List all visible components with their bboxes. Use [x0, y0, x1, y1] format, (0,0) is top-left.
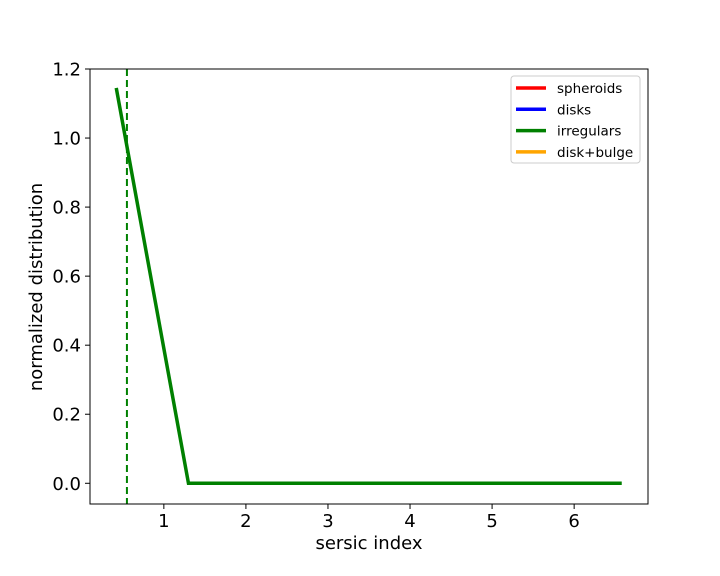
- y-tick-label: 1.0: [52, 129, 81, 150]
- x-axis-ticks: 1 2 3 4 5 6: [158, 504, 580, 532]
- series-lines: [114, 87, 622, 486]
- x-axis-label: sersic index: [315, 533, 422, 554]
- x-tick-label: 1: [158, 511, 169, 532]
- x-tick-label: 2: [240, 511, 251, 532]
- legend: spheroids disks irregulars disk+bulge: [510, 75, 641, 164]
- plot-frame: [89, 68, 649, 505]
- x-tick-label: 6: [568, 511, 579, 532]
- y-axis-ticks: 0.0 0.2 0.4 0.6 0.8 1.0 1.2: [52, 60, 90, 495]
- x-tick-label: 4: [404, 511, 415, 532]
- y-tick-label: 0.4: [52, 336, 81, 357]
- legend-label: spheroids: [557, 81, 622, 97]
- y-tick-label: 0.2: [52, 405, 81, 426]
- legend-label: disks: [557, 102, 591, 118]
- x-tick-label: 5: [486, 511, 497, 532]
- y-tick-label: 0.0: [52, 474, 81, 495]
- y-tick-label: 1.2: [52, 60, 81, 81]
- y-tick-label: 0.6: [52, 267, 81, 288]
- x-tick-label: 3: [322, 511, 333, 532]
- legend-box: [510, 75, 641, 164]
- y-tick-label: 0.8: [52, 198, 81, 219]
- legend-label: irregulars: [557, 124, 621, 140]
- y-axis-label: normalized distribution: [26, 183, 47, 391]
- legend-label: disk+bulge: [557, 145, 633, 161]
- series-line-irregulars: [114, 87, 622, 486]
